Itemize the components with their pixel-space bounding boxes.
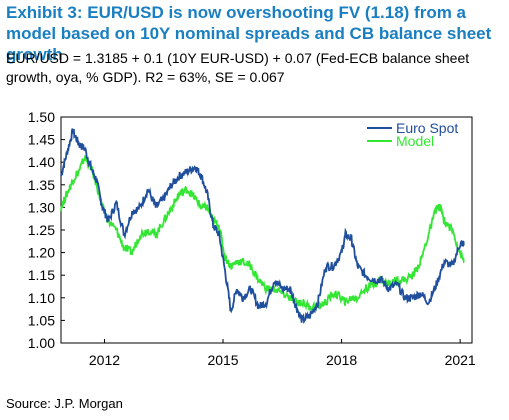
chart-subtitle: EUR/USD = 1.3185 + 0.1 (10Y EUR-USD) + 0… bbox=[6, 50, 470, 85]
y-tick-label: 1.00 bbox=[28, 335, 55, 351]
legend-label: Euro Spot bbox=[396, 120, 458, 136]
x-tick-label: 2015 bbox=[207, 352, 238, 368]
x-tick-label: 2021 bbox=[445, 352, 476, 368]
y-tick-label: 1.20 bbox=[28, 245, 55, 261]
legend-label: Model bbox=[396, 133, 434, 149]
y-tick-label: 1.40 bbox=[28, 154, 55, 170]
y-tick-label: 1.50 bbox=[28, 109, 55, 125]
y-tick-label: 1.25 bbox=[28, 222, 55, 238]
chart-title: Exhibit 3: EUR/USD is now overshooting F… bbox=[6, 3, 492, 64]
y-tick-label: 1.30 bbox=[28, 199, 55, 215]
source-note: Source: J.P. Morgan bbox=[6, 396, 123, 411]
x-axis: 2012 2015 2018 2021 bbox=[89, 339, 476, 368]
y-tick-label: 1.05 bbox=[28, 312, 55, 328]
series-lines bbox=[60, 128, 465, 324]
series-line-model bbox=[60, 155, 465, 314]
y-tick-label: 1.15 bbox=[28, 267, 55, 283]
series-line-euro-spot bbox=[60, 128, 465, 324]
y-tick-label: 1.10 bbox=[28, 290, 55, 306]
x-tick-label: 2012 bbox=[89, 352, 120, 368]
y-axis: 1.00 1.05 1.10 1.15 1.20 1.25 1.30 1.35 1.40 1.45… bbox=[28, 109, 65, 351]
y-tick-label: 1.45 bbox=[28, 132, 55, 148]
y-tick-label: 1.35 bbox=[28, 177, 55, 193]
x-tick-label: 2018 bbox=[326, 352, 357, 368]
